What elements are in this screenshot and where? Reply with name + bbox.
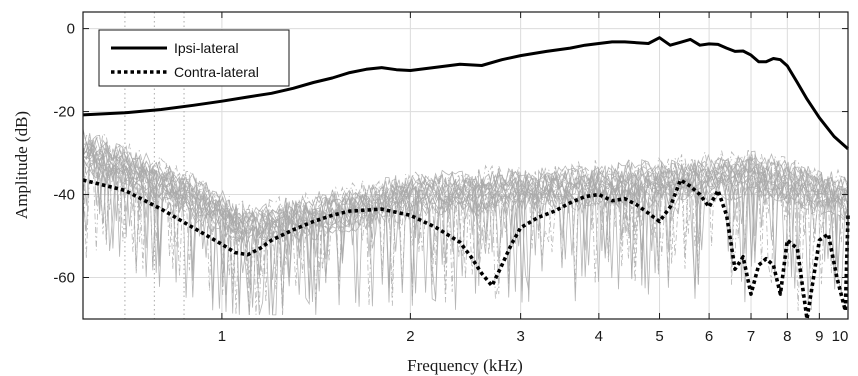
legend: Ipsi-lateral Contra-lateral	[98, 29, 290, 87]
gray-trace-13	[82, 152, 849, 315]
legend-box	[98, 29, 290, 87]
y-tick-label--20: -20	[53, 104, 75, 121]
gray-trace-7	[82, 128, 849, 315]
gray-trace-11	[82, 141, 849, 315]
x-tick-label-7: 7	[747, 328, 755, 345]
x-tick-label-2: 2	[406, 328, 414, 345]
y-axis-label: Amplitude (dB)	[12, 111, 31, 219]
series-line-contra-lateral	[82, 178, 850, 321]
x-tick-label-4: 4	[595, 328, 603, 345]
gray-trace-10	[82, 157, 849, 315]
series-layer	[82, 36, 850, 321]
gray-trace-14	[82, 139, 849, 270]
x-tick-label-1: 1	[218, 328, 226, 345]
x-tick-label-6: 6	[705, 328, 713, 345]
x-axis-label: Frequency (kHz)	[407, 356, 523, 375]
legend-label-ipsi-lateral: Ipsi-lateral	[174, 40, 239, 56]
x-tick-label-10: 10	[832, 328, 849, 345]
legend-label-contra-lateral: Contra-lateral	[174, 64, 259, 80]
x-axis-ticks: 1 2 3 4 5 6 7 8 9 10	[218, 12, 849, 345]
gray-trace-20	[82, 130, 849, 315]
gray-trace-21	[82, 154, 849, 315]
y-tick-label-0: 0	[67, 21, 75, 38]
series-line-ipsi-lateral	[82, 36, 849, 151]
gray-trace-17	[82, 139, 849, 316]
x-tick-label-3: 3	[516, 328, 524, 345]
x-tick-label-9: 9	[815, 328, 823, 345]
y-tick-label--60: -60	[53, 270, 75, 287]
y-tick-label--40: -40	[53, 187, 75, 204]
y-axis-ticks: 0 -20 -40 -60	[53, 21, 848, 287]
x-tick-label-8: 8	[783, 328, 791, 345]
x-tick-label-5: 5	[655, 328, 663, 345]
plot-frame	[82, 11, 849, 320]
gray-trace-22	[82, 141, 849, 315]
individual-measurement-traces	[82, 128, 849, 316]
